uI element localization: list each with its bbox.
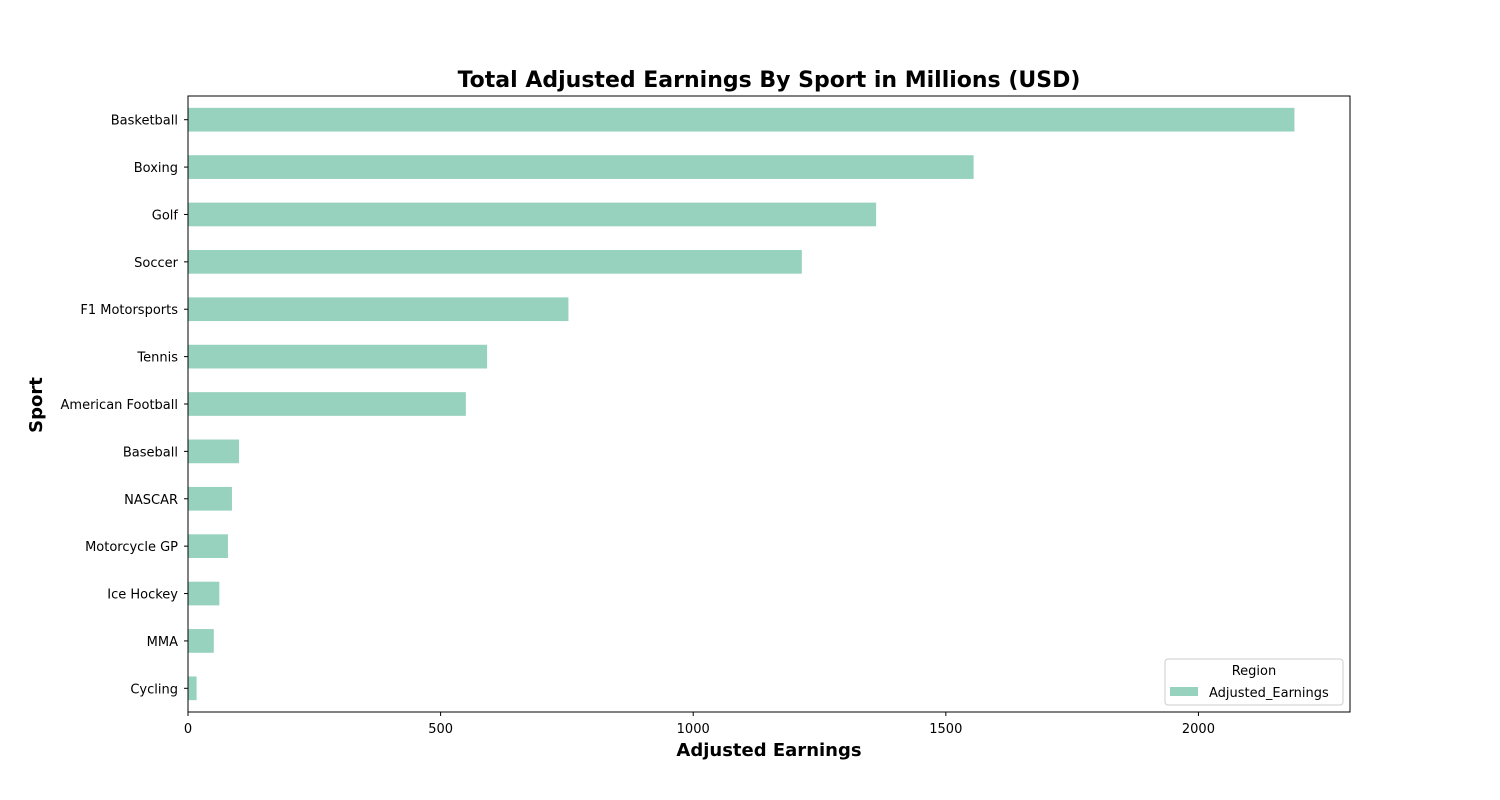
y-tick-label: Boxing — [134, 161, 178, 176]
x-axis-title: Adjusted Earnings — [676, 740, 861, 761]
bar-soccer — [188, 250, 802, 274]
y-tick-label: NASCAR — [124, 493, 178, 508]
bar-motorcycle-gp — [188, 534, 228, 558]
bar-f1-motorsports — [188, 297, 569, 322]
bar-basketball — [188, 107, 1295, 132]
legend: Region Adjusted_Earnings — [1164, 658, 1344, 706]
y-tick-labels: Basketball Boxing Golf Soccer F1 Motorsports… — [61, 114, 188, 697]
y-axis-title: Sport — [26, 377, 47, 433]
bar-golf — [188, 202, 877, 227]
x-tick-label: 1500 — [929, 722, 962, 737]
legend-title: Region — [1232, 664, 1277, 679]
x-tick-label: 1000 — [677, 722, 710, 737]
y-tick-label: Tennis — [136, 351, 178, 366]
bar-baseball — [188, 439, 240, 464]
y-tick-label: Cycling — [130, 682, 178, 697]
y-tick-label: Motorcycle GP — [85, 540, 178, 555]
y-tick-label: F1 Motorsports — [80, 303, 178, 318]
bar-boxing — [188, 155, 974, 179]
bar-tennis — [188, 344, 488, 369]
legend-entry-label: Adjusted_Earnings — [1209, 686, 1329, 701]
bars-group — [188, 107, 1295, 701]
chart-title: Total Adjusted Earnings By Sport in Mill… — [458, 68, 1081, 93]
legend-swatch — [1170, 687, 1198, 696]
x-tick-label: 0 — [184, 722, 192, 737]
y-tick-label: Baseball — [123, 445, 178, 460]
y-tick-label: Golf — [152, 208, 179, 223]
bar-ice-hockey — [188, 581, 220, 606]
y-tick-label: American Football — [61, 398, 178, 413]
y-tick-label: Ice Hockey — [107, 588, 178, 603]
bar-nascar — [188, 486, 232, 511]
bar-mma — [188, 629, 214, 653]
x-tick-label: 2000 — [1182, 722, 1215, 737]
x-tick-labels: 0 500 1000 1500 2000 — [184, 712, 1215, 737]
x-tick-label: 500 — [428, 722, 453, 737]
y-tick-label: MMA — [147, 635, 178, 650]
bar-american-football — [188, 392, 466, 416]
bar-cycling — [188, 676, 197, 701]
y-tick-label: Soccer — [134, 256, 178, 271]
y-tick-label: Basketball — [111, 114, 178, 129]
legend-box — [1164, 658, 1344, 706]
plot-frame — [187, 95, 1351, 713]
